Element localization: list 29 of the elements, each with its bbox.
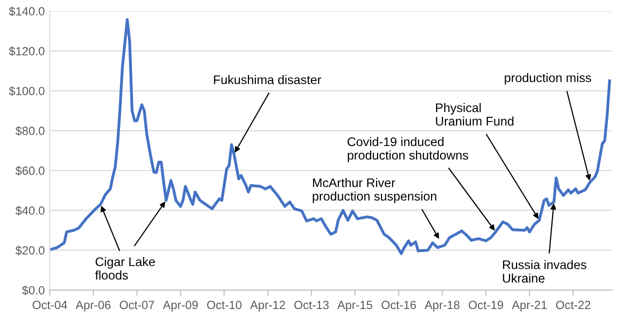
- y-tick-label: $60.0: [15, 166, 44, 176]
- x-tick-label: Oct-13: [294, 300, 329, 310]
- x-tick-label: Apr-06: [76, 300, 111, 312]
- annotation: Physical Uranium Fund: [436, 103, 514, 126]
- y-tick-label: $80.0: [15, 126, 44, 136]
- x-tick-label: Oct-22: [556, 300, 590, 310]
- y-tick-label: $120.0: [8, 46, 44, 56]
- y-tick-label: $100.0: [8, 86, 44, 96]
- y-tick-label: $0.0: [22, 286, 44, 296]
- annotation: McArthur River production suspension: [312, 178, 436, 204]
- x-tick-label: Apr-12: [250, 300, 285, 312]
- x-tick-label: Oct-04: [32, 300, 68, 310]
- x-tick-label: Apr-15: [337, 300, 372, 312]
- annotation: Cigar Lake floods: [95, 257, 155, 280]
- x-tick-label: Oct-07: [120, 300, 154, 310]
- y-tick-label: $40.0: [15, 206, 44, 216]
- annotation: production miss: [504, 73, 592, 85]
- annotation: Russia invades Ukraine: [502, 260, 586, 283]
- x-tick-label: Apr-21: [512, 300, 547, 312]
- x-tick-label: Oct-16: [382, 300, 416, 310]
- line-series: [50, 18, 611, 255]
- x-tick-label: Oct-10: [207, 300, 242, 310]
- x-tick-label: Apr-18: [424, 300, 460, 312]
- annotation: Fukushima disaster: [214, 75, 322, 84]
- y-tick-label: $20.0: [15, 246, 44, 256]
- y-tick-label: $140.0: [8, 6, 44, 16]
- annotation: Covid-19 induced production shutdowns: [348, 137, 468, 162]
- x-tick-label: Apr-09: [162, 300, 198, 312]
- x-tick-label: Oct-19: [468, 300, 504, 310]
